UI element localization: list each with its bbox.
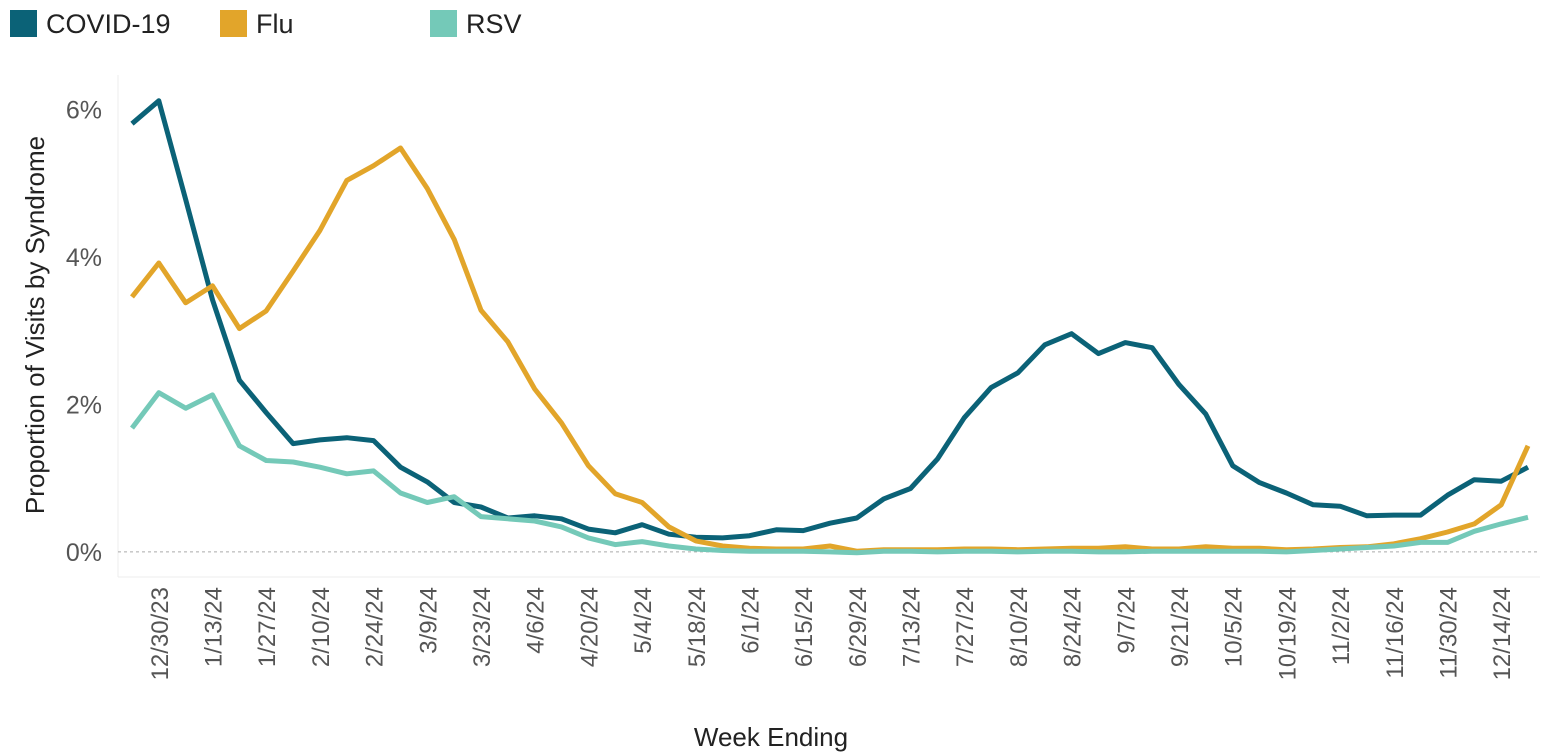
x-tick-label: 7/27/24 (952, 587, 979, 667)
x-tick-label: 6/29/24 (845, 587, 872, 667)
legend-swatch (10, 10, 37, 37)
x-tick-label: 11/2/24 (1328, 587, 1355, 665)
x-tick-label: 11/16/24 (1382, 587, 1409, 679)
x-tick-label: 7/13/24 (899, 587, 926, 667)
legend-swatch (430, 10, 457, 37)
legend-label: RSV (466, 9, 522, 39)
x-tick-label: 10/5/24 (1221, 587, 1248, 667)
x-tick-label: 5/18/24 (684, 587, 711, 667)
series-line (130, 98, 1530, 541)
x-tick-label: 2/24/24 (362, 587, 389, 667)
y-tick-label: 6% (66, 97, 102, 125)
y-tick-label: 2% (66, 392, 102, 420)
x-tick-label: 8/10/24 (1006, 587, 1033, 667)
y-axis-title: Proportion of Visits by Syndrome (20, 136, 50, 514)
x-tick-label: 10/19/24 (1274, 587, 1301, 680)
x-tick-label: 5/4/24 (630, 587, 657, 654)
x-tick-label: 11/30/24 (1435, 587, 1462, 679)
x-tick-label: 1/13/24 (201, 587, 228, 667)
y-tick-label: 0% (66, 539, 102, 567)
x-tick-label: 6/1/24 (737, 587, 764, 654)
x-tick-label: 3/23/24 (469, 587, 496, 667)
x-axis-title: Week Ending (694, 722, 848, 752)
series-line (130, 145, 1531, 554)
x-tick-label: 1/27/24 (254, 587, 281, 667)
x-tick-label: 9/21/24 (1167, 587, 1194, 667)
x-tick-label: 2/10/24 (308, 587, 335, 667)
series-line (130, 390, 1529, 556)
x-tick-label: 9/7/24 (1113, 587, 1140, 654)
x-tick-label: 3/9/24 (415, 587, 442, 654)
legend-swatch (220, 10, 247, 37)
x-tick-label: 4/6/24 (523, 587, 550, 654)
x-tick-label: 4/20/24 (576, 587, 603, 667)
legend-label: Flu (256, 9, 294, 39)
x-tick-label: 6/15/24 (791, 587, 818, 667)
x-tick-label: 12/14/24 (1489, 587, 1516, 680)
x-tick-label: 12/30/23 (147, 587, 174, 680)
y-tick-label: 4% (66, 244, 102, 272)
legend-label: COVID-19 (46, 9, 171, 39)
x-tick-label: 8/24/24 (1060, 587, 1087, 667)
